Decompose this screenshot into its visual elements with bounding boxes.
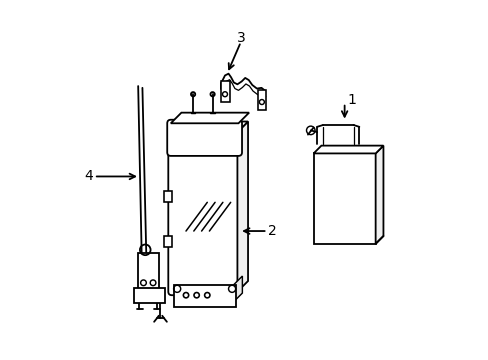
Bar <box>163 236 171 247</box>
Text: 4: 4 <box>84 170 93 184</box>
Text: 2: 2 <box>268 224 277 238</box>
Bar <box>313 153 375 244</box>
Text: 1: 1 <box>346 93 355 107</box>
Bar <box>134 288 165 303</box>
Polygon shape <box>171 122 247 132</box>
FancyBboxPatch shape <box>167 120 242 156</box>
Polygon shape <box>233 276 242 302</box>
Polygon shape <box>313 145 383 153</box>
Bar <box>173 284 235 307</box>
Polygon shape <box>237 122 247 292</box>
Polygon shape <box>375 145 383 244</box>
Polygon shape <box>170 113 248 123</box>
Bar <box>257 90 266 110</box>
FancyBboxPatch shape <box>168 129 241 295</box>
Bar <box>163 191 171 202</box>
Bar <box>220 81 229 102</box>
Text: 3: 3 <box>237 31 245 45</box>
Bar <box>138 253 159 292</box>
